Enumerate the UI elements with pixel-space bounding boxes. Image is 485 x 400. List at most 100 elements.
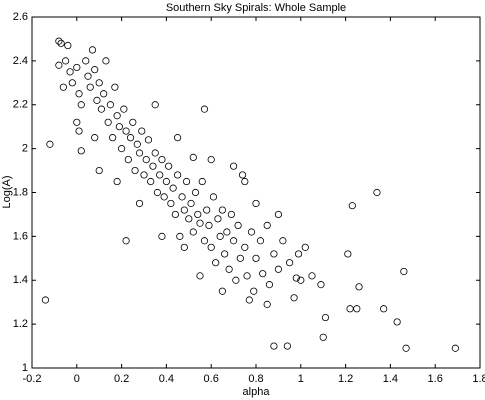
point <box>218 287 226 295</box>
point <box>274 265 282 273</box>
point <box>122 237 130 245</box>
y-tick-label: 2 <box>22 143 28 155</box>
point <box>73 63 81 72</box>
point <box>158 232 166 240</box>
point <box>55 37 63 45</box>
point <box>91 134 99 142</box>
point <box>234 221 242 230</box>
x-tick-label: 1.8 <box>472 373 485 385</box>
point <box>187 199 195 208</box>
x-tick-label: 1.2 <box>338 373 353 385</box>
point <box>55 61 63 69</box>
point <box>353 305 361 313</box>
point <box>196 219 204 227</box>
point <box>259 270 267 278</box>
point <box>133 140 141 148</box>
point <box>124 155 132 164</box>
point <box>59 83 67 91</box>
point <box>75 127 83 135</box>
point <box>122 127 130 135</box>
point <box>126 134 135 142</box>
point <box>100 90 108 98</box>
y-tick-label: 1.8 <box>13 186 28 198</box>
point <box>285 259 294 267</box>
y-tick-label: 1.6 <box>13 230 28 242</box>
point <box>115 123 123 131</box>
point <box>225 265 233 273</box>
point <box>317 281 325 289</box>
point <box>252 254 260 262</box>
point <box>243 272 251 280</box>
y-tick-label: 2.6 <box>13 11 28 23</box>
point <box>247 228 256 236</box>
point <box>198 177 206 186</box>
point <box>274 210 282 219</box>
point <box>135 199 144 208</box>
point <box>91 66 99 74</box>
point <box>95 79 103 87</box>
point <box>147 177 155 186</box>
point <box>176 232 184 240</box>
point <box>203 206 211 214</box>
point <box>77 101 85 109</box>
point <box>232 276 240 284</box>
point <box>194 210 202 219</box>
point <box>355 283 363 291</box>
point <box>156 171 164 179</box>
point <box>189 153 197 161</box>
point <box>178 193 186 201</box>
point <box>283 342 291 350</box>
point <box>46 140 54 148</box>
point <box>68 79 76 87</box>
x-tick-label: -0.2 <box>23 373 42 385</box>
point <box>241 243 249 251</box>
point <box>196 272 204 280</box>
point <box>102 57 110 65</box>
point <box>75 90 83 98</box>
point <box>182 177 191 186</box>
point <box>84 72 92 80</box>
point <box>245 296 253 304</box>
point <box>301 243 309 251</box>
point <box>265 281 274 289</box>
point <box>207 243 215 251</box>
point <box>207 155 215 164</box>
point <box>77 147 85 155</box>
point <box>144 136 153 144</box>
point <box>321 313 330 322</box>
x-tick-label: 0 <box>74 373 80 385</box>
point <box>41 296 50 304</box>
point <box>400 267 408 276</box>
point <box>270 250 278 258</box>
point <box>292 274 300 282</box>
point <box>82 57 90 65</box>
point <box>135 149 144 157</box>
point <box>209 193 218 201</box>
point <box>165 162 173 170</box>
point <box>393 318 401 326</box>
point <box>149 162 157 170</box>
point <box>191 188 200 197</box>
point <box>270 342 278 350</box>
point <box>151 149 159 157</box>
point <box>174 171 182 179</box>
point <box>86 83 94 91</box>
y-tick-label: 2.4 <box>13 55 28 67</box>
point <box>171 210 179 219</box>
point <box>109 134 117 142</box>
point <box>200 105 209 113</box>
point <box>160 193 168 201</box>
point <box>252 199 260 208</box>
point <box>319 333 327 341</box>
point <box>256 237 265 245</box>
point <box>290 294 298 302</box>
point <box>451 344 459 352</box>
point <box>221 250 229 258</box>
x-tick-label: 0.6 <box>204 373 219 385</box>
point <box>57 39 65 47</box>
y-axis-label: Log(A) <box>1 175 13 208</box>
point <box>189 228 197 236</box>
point <box>227 210 235 219</box>
point <box>180 243 188 251</box>
